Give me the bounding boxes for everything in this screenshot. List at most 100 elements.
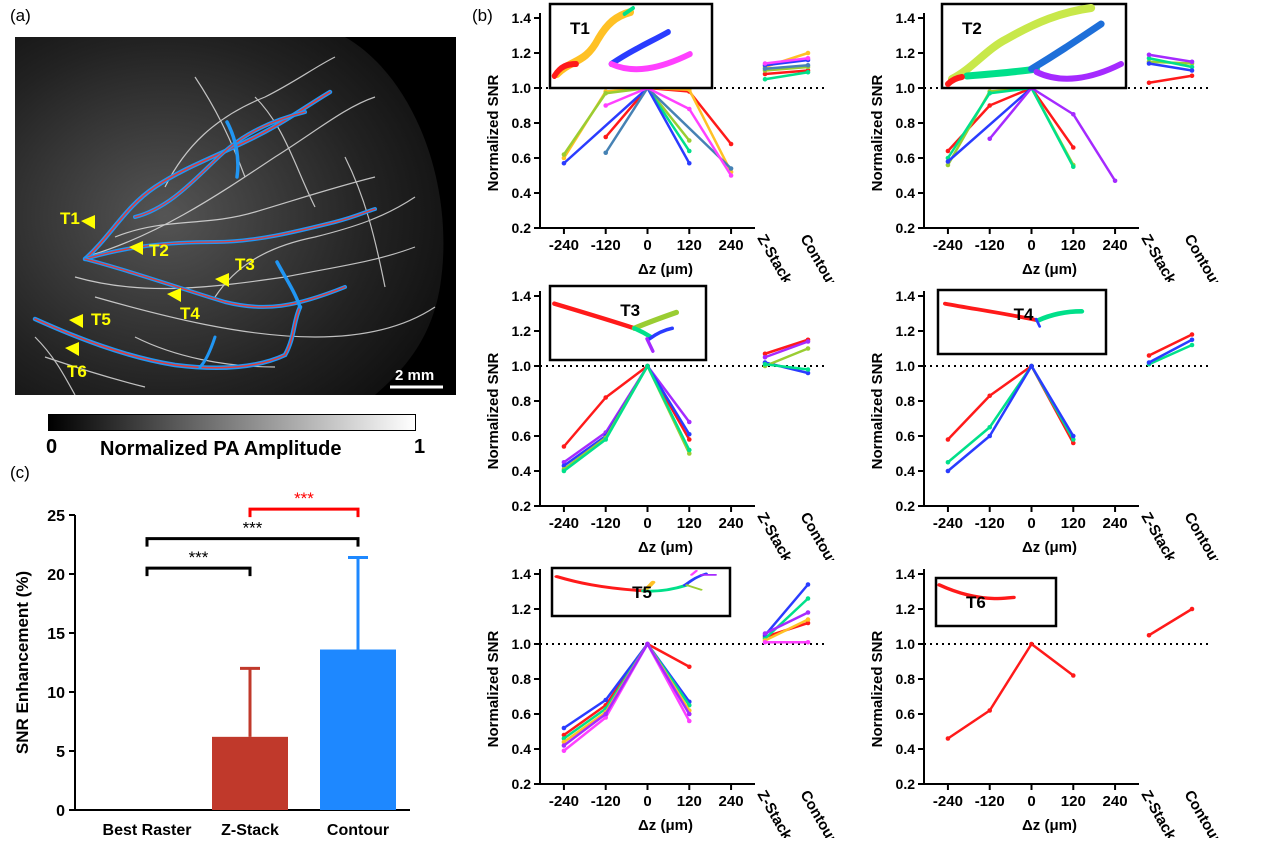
y-tick-label: 0.6 xyxy=(512,706,532,722)
x-axis-label: Δz (μm) xyxy=(638,539,693,556)
compare-point xyxy=(805,620,811,626)
series-line xyxy=(563,436,607,471)
series-line xyxy=(947,87,1033,163)
significance-label: *** xyxy=(294,489,314,508)
x-tick-label: -120 xyxy=(975,793,1005,810)
compare-line xyxy=(764,71,809,81)
inset-frame xyxy=(934,576,1058,628)
inset-vessel xyxy=(554,569,718,593)
x-axis-label: Δz (μm) xyxy=(638,817,693,834)
series-line xyxy=(562,396,607,448)
data-point xyxy=(945,459,951,465)
inset-vessel xyxy=(937,583,1016,601)
y-axis-label: Normalized SNR xyxy=(485,74,502,191)
data-point xyxy=(686,431,692,437)
compare-line xyxy=(1148,333,1193,357)
data-point xyxy=(945,162,951,168)
x-tick-label: -240 xyxy=(549,237,579,254)
category-label: Z-Stack xyxy=(754,232,796,283)
significance-bracket xyxy=(145,566,252,577)
vessel-segment xyxy=(942,301,1041,323)
compare-point xyxy=(762,631,768,636)
y-tick-label: 1.4 xyxy=(896,10,916,26)
series-line xyxy=(988,364,1033,397)
data-point xyxy=(561,155,567,161)
y-tick-label: 5 xyxy=(56,744,65,761)
y-tick-label: 1.4 xyxy=(512,566,532,582)
compare-point xyxy=(805,339,811,344)
inset-vessel xyxy=(552,301,680,353)
target-label-t5: T5 xyxy=(91,310,111,329)
compare-point xyxy=(805,50,811,56)
x-tick-label: Z-Stack xyxy=(221,822,279,839)
bar-z-stack xyxy=(212,736,288,810)
series-line xyxy=(563,434,607,467)
series-line xyxy=(947,709,991,740)
x-tick-label: -240 xyxy=(549,515,579,532)
vessel-segment xyxy=(647,326,674,341)
significance-label: *** xyxy=(243,519,263,538)
data-point xyxy=(603,437,609,442)
vessel-segment xyxy=(554,575,646,593)
vessel-segment xyxy=(947,4,1096,83)
category-label: Z-Stack xyxy=(754,788,796,839)
chart-t2: 0.2 0.4 0.6 0.8 1.0 1.2 1.4 -240 -120 0 120 240 Z-St… xyxy=(869,2,1224,282)
x-tick-label: -240 xyxy=(933,237,963,254)
y-tick-label: 25 xyxy=(47,508,65,525)
compare-point xyxy=(805,596,811,601)
data-point xyxy=(1070,164,1076,170)
panel-c-label: (c) xyxy=(10,463,30,482)
vessel-image: T1 T2 T3 T4 T5 T6 2 mm xyxy=(15,37,456,395)
series-line xyxy=(563,707,607,740)
y-axis-label: Normalized SNR xyxy=(869,352,886,469)
data-point xyxy=(1029,363,1034,369)
target-markers xyxy=(65,215,229,356)
compare-point xyxy=(762,361,768,367)
compare-line xyxy=(1148,53,1193,63)
data-point xyxy=(945,736,951,741)
x-tick-label: 240 xyxy=(1103,793,1128,810)
series-line xyxy=(688,89,733,173)
y-tick-label: 0.2 xyxy=(896,776,916,792)
data-point xyxy=(603,103,609,108)
colorbar-max-label: 1 xyxy=(414,436,426,458)
inset-title: T1 xyxy=(570,19,590,38)
chart-t6: 0.2 0.4 0.6 0.8 1.0 1.2 1.4 -240 -120 0 120 240 Z-St… xyxy=(869,566,1224,838)
vessel-segment xyxy=(622,6,635,16)
scale-bar-label: 2 mm xyxy=(395,367,434,384)
compare-point xyxy=(762,639,768,645)
compare-line xyxy=(764,65,809,72)
data-point xyxy=(945,148,951,154)
series-line xyxy=(562,92,607,156)
series-line xyxy=(947,435,991,472)
y-tick-label: 0.2 xyxy=(512,498,532,514)
x-tick-label: 0 xyxy=(1027,793,1035,810)
y-tick-label: 1.2 xyxy=(512,323,532,339)
vessel-inset: T4 xyxy=(936,288,1108,356)
x-tick-label: -240 xyxy=(933,793,963,810)
series-line xyxy=(988,643,1033,712)
series-line xyxy=(563,716,607,752)
target-label-t4: T4 xyxy=(180,304,200,323)
x-tick-label: 0 xyxy=(643,793,651,810)
data-point xyxy=(645,641,650,647)
x-tick-label: 0 xyxy=(1027,237,1035,254)
data-point xyxy=(1029,641,1034,647)
vessel-segment xyxy=(685,584,703,591)
series-line xyxy=(989,86,1032,107)
compare-point xyxy=(805,62,811,68)
x-axis-label: Δz (μm) xyxy=(1022,261,1077,278)
category-label: Contour xyxy=(1181,510,1225,561)
vessel-inset: T3 xyxy=(548,284,708,362)
data-point xyxy=(561,160,567,166)
compare-line xyxy=(764,58,809,67)
chart-t3: 0.2 0.4 0.6 0.8 1.0 1.2 1.4 -240 -120 0 120 240 Z-St… xyxy=(485,284,840,560)
data-point xyxy=(1070,440,1076,446)
compare-line xyxy=(764,597,809,640)
x-tick-label: -240 xyxy=(933,515,963,532)
x-tick-label: -120 xyxy=(591,793,621,810)
data-point xyxy=(561,444,567,449)
compare-point xyxy=(1146,80,1152,86)
x-tick-label: 0 xyxy=(1027,515,1035,532)
series-line xyxy=(988,365,1033,437)
